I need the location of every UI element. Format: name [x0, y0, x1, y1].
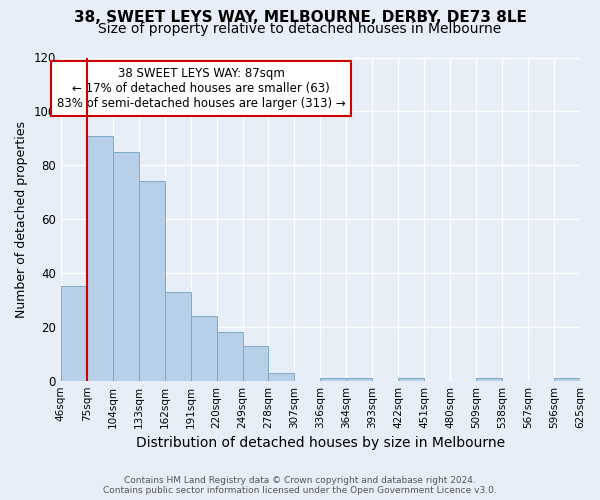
- Bar: [398, 378, 424, 380]
- Bar: [164, 292, 191, 380]
- Bar: [139, 182, 164, 380]
- Bar: [191, 316, 217, 380]
- Bar: [217, 332, 242, 380]
- Text: Size of property relative to detached houses in Melbourne: Size of property relative to detached ho…: [98, 22, 502, 36]
- Bar: [113, 152, 139, 380]
- Bar: [242, 346, 268, 380]
- Text: Contains HM Land Registry data © Crown copyright and database right 2024.
Contai: Contains HM Land Registry data © Crown c…: [103, 476, 497, 495]
- X-axis label: Distribution of detached houses by size in Melbourne: Distribution of detached houses by size …: [136, 436, 505, 450]
- Bar: [61, 286, 87, 380]
- Bar: [554, 378, 580, 380]
- Bar: [320, 378, 346, 380]
- Y-axis label: Number of detached properties: Number of detached properties: [15, 120, 28, 318]
- Bar: [476, 378, 502, 380]
- Bar: [346, 378, 373, 380]
- Text: 38 SWEET LEYS WAY: 87sqm
← 17% of detached houses are smaller (63)
83% of semi-d: 38 SWEET LEYS WAY: 87sqm ← 17% of detach…: [56, 67, 346, 110]
- Bar: [268, 372, 295, 380]
- Text: 38, SWEET LEYS WAY, MELBOURNE, DERBY, DE73 8LE: 38, SWEET LEYS WAY, MELBOURNE, DERBY, DE…: [74, 10, 526, 25]
- Bar: [87, 136, 113, 380]
